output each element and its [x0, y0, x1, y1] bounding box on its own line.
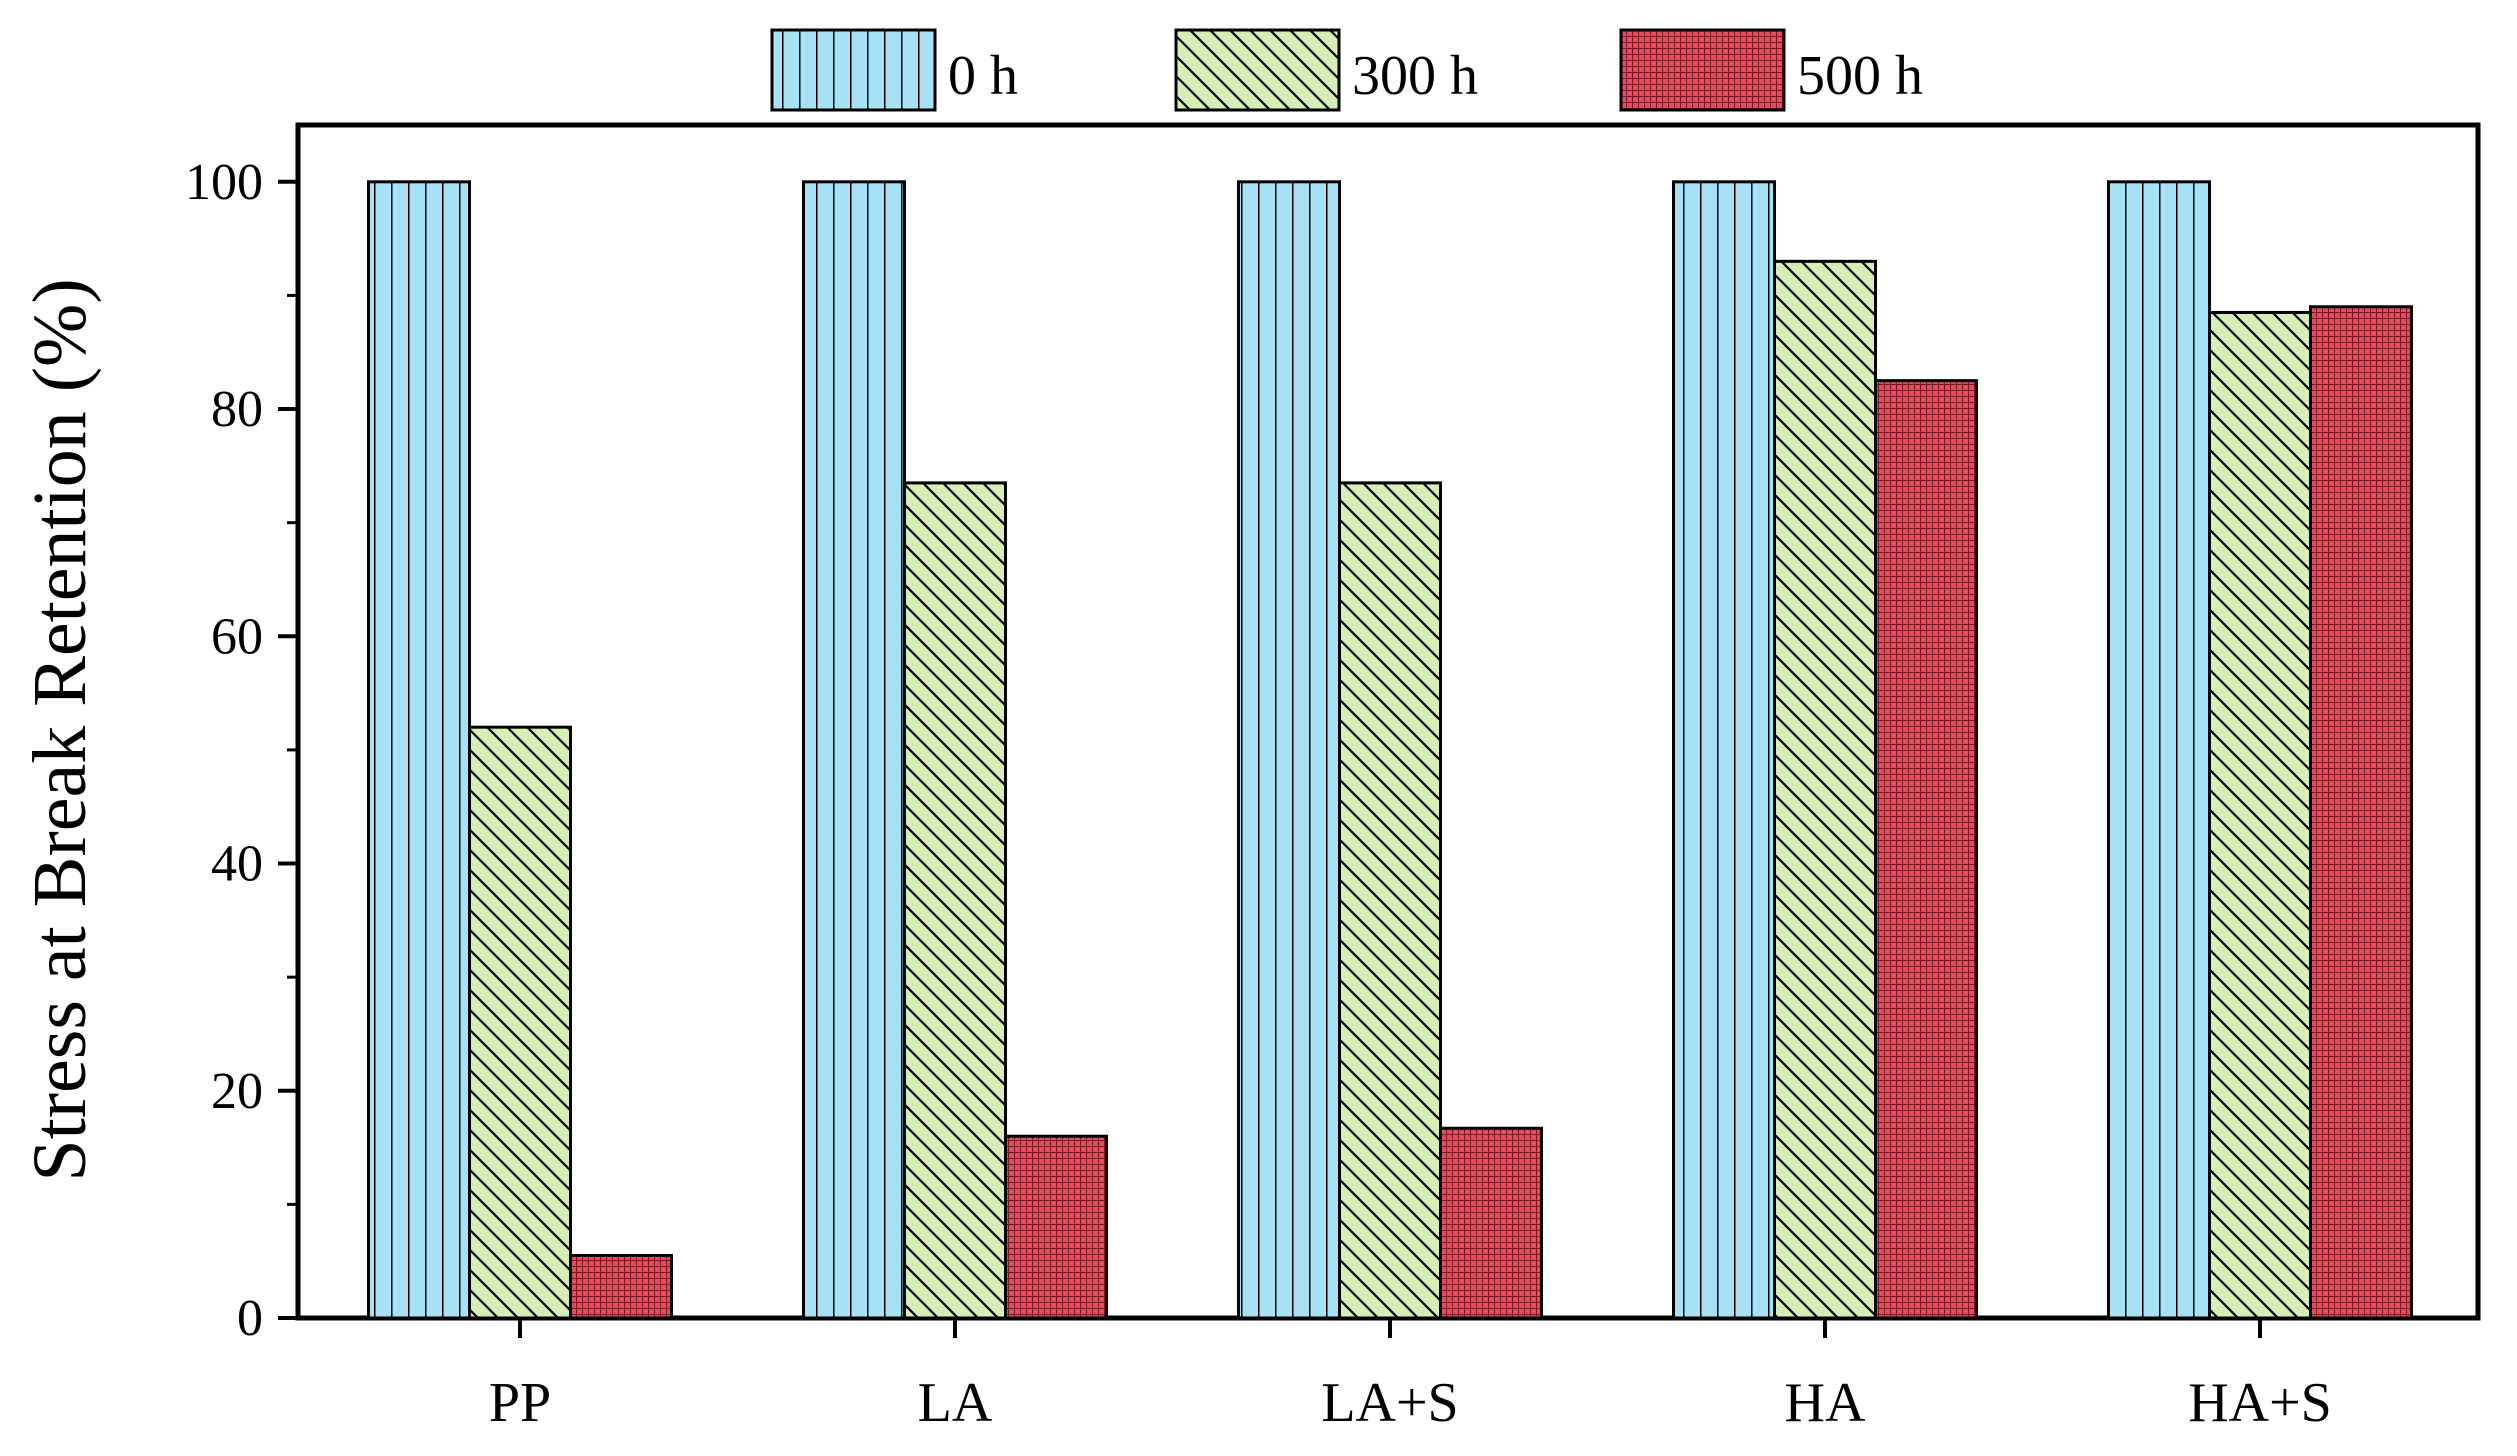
legend-item-500h: 500 h [1619, 28, 1923, 112]
y-tick-label: 80 [211, 381, 263, 438]
legend-swatch [1619, 28, 1786, 112]
legend-item-0h: 0 h [770, 28, 1018, 112]
bar-ha-s-300h [2208, 310, 2312, 1320]
y-tick-label: 40 [211, 836, 263, 893]
axes-layer: 0 20 40 60 80 100 PP LA LA+S HA HA+S [185, 154, 2332, 1434]
legend-swatch [770, 28, 937, 112]
bar-la-0h [802, 180, 906, 1320]
bar-ha-500h [1874, 379, 1978, 1320]
x-tick-label: HA+S [2188, 1372, 2332, 1434]
y-tick-label: 60 [211, 608, 263, 665]
bar-la-500h [1004, 1134, 1108, 1320]
legend-swatch [1174, 28, 1341, 112]
y-tick-label: 20 [211, 1063, 263, 1120]
legend-label: 0 h [948, 45, 1018, 107]
bar-pp-300h [468, 725, 572, 1320]
bar-la-s-300h [1338, 481, 1442, 1320]
bar-la-300h [903, 481, 1007, 1320]
bar-pp-500h [569, 1254, 673, 1320]
bar-la-s-0h [1237, 180, 1341, 1320]
bar-ha-s-0h [2107, 180, 2211, 1320]
bar-ha-s-500h [2309, 305, 2413, 1320]
legend-item-300h: 300 h [1174, 28, 1478, 112]
bar-ha-300h [1773, 259, 1877, 1320]
bar-pp-0h [367, 180, 471, 1320]
bars-layer [367, 180, 2413, 1320]
x-tick-label: LA [918, 1372, 993, 1434]
y-tick-label: 0 [237, 1290, 263, 1347]
bar-la-s-500h [1439, 1126, 1543, 1320]
legend-label: 500 h [1797, 45, 1923, 107]
legend: 0 h 300 h 500 h [770, 28, 1923, 112]
bar-ha-0h [1672, 180, 1776, 1320]
x-tick-label: HA [1785, 1372, 1866, 1434]
y-tick-label: 100 [185, 154, 263, 211]
legend-label: 300 h [1352, 45, 1478, 107]
y-axis-label: Stress at Break Retention (%) [18, 278, 102, 1181]
x-tick-label: LA+S [1321, 1372, 1458, 1434]
x-tick-label: PP [489, 1372, 551, 1434]
